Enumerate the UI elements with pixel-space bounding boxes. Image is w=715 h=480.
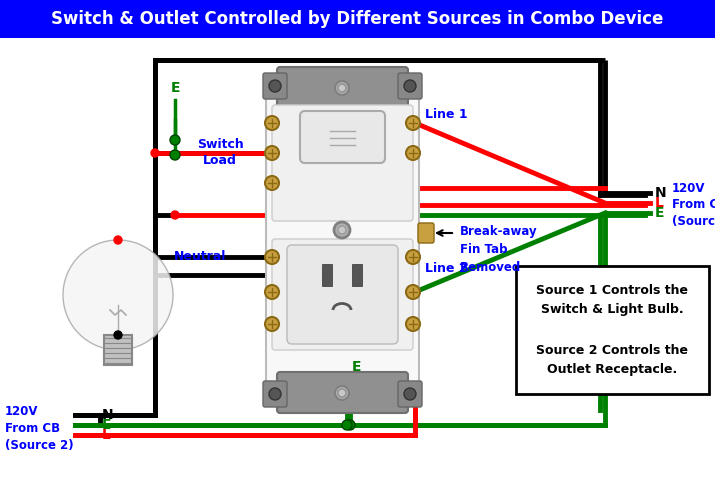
Circle shape [406,285,420,299]
Circle shape [265,285,279,299]
Text: N: N [102,408,114,422]
Text: E: E [655,206,664,220]
FancyBboxPatch shape [272,105,413,221]
Text: L: L [655,196,664,210]
FancyBboxPatch shape [418,223,434,243]
Circle shape [335,81,349,95]
Circle shape [265,176,279,190]
Text: E: E [102,418,112,432]
Circle shape [170,135,180,145]
FancyBboxPatch shape [277,372,408,413]
Circle shape [342,420,352,430]
FancyBboxPatch shape [516,266,709,394]
FancyBboxPatch shape [277,67,408,108]
FancyBboxPatch shape [287,245,398,344]
Text: E: E [170,81,179,95]
FancyBboxPatch shape [266,96,419,384]
Circle shape [406,317,420,331]
Circle shape [404,80,416,92]
Text: L: L [102,428,111,442]
Circle shape [406,116,420,130]
Text: Neutral: Neutral [174,251,226,264]
Text: N: N [655,186,666,200]
Circle shape [269,388,281,400]
Circle shape [265,317,279,331]
Circle shape [345,420,355,430]
Text: Switch & Outlet Controlled by Different Sources in Combo Device: Switch & Outlet Controlled by Different … [51,10,664,28]
Circle shape [171,211,179,219]
Bar [0,0,715,38]
FancyBboxPatch shape [104,335,132,365]
Circle shape [63,240,173,350]
Text: Line 1: Line 1 [425,108,468,121]
FancyBboxPatch shape [398,73,422,99]
Text: Load: Load [203,155,237,168]
FancyBboxPatch shape [263,381,287,407]
Circle shape [338,84,346,92]
Circle shape [404,388,416,400]
FancyBboxPatch shape [263,73,287,99]
Circle shape [114,331,122,339]
Circle shape [151,149,159,157]
Circle shape [334,222,350,238]
Bar [322,264,332,286]
Circle shape [265,146,279,160]
Circle shape [269,80,281,92]
Circle shape [170,150,180,160]
Text: Line 2: Line 2 [425,263,468,276]
Circle shape [406,250,420,264]
Circle shape [338,226,346,234]
Circle shape [114,236,122,244]
FancyBboxPatch shape [272,239,413,350]
Text: E: E [352,360,362,374]
FancyBboxPatch shape [300,111,385,163]
Circle shape [335,386,349,400]
Circle shape [265,250,279,264]
FancyBboxPatch shape [398,381,422,407]
Text: Switch: Switch [197,139,243,152]
Circle shape [265,116,279,130]
Text: Source 1 Controls the
Switch & Light Bulb.

Source 2 Controls the
Outlet Recepta: Source 1 Controls the Switch & Light Bul… [536,284,689,376]
Circle shape [406,146,420,160]
Text: Break-away
Fin Tab
Removed: Break-away Fin Tab Removed [460,225,538,274]
Circle shape [338,389,346,397]
Text: 120V
From CB
(Source 1): 120V From CB (Source 1) [672,181,715,228]
Text: 120V
From CB
(Source 2): 120V From CB (Source 2) [5,405,74,452]
Bar [352,264,362,286]
